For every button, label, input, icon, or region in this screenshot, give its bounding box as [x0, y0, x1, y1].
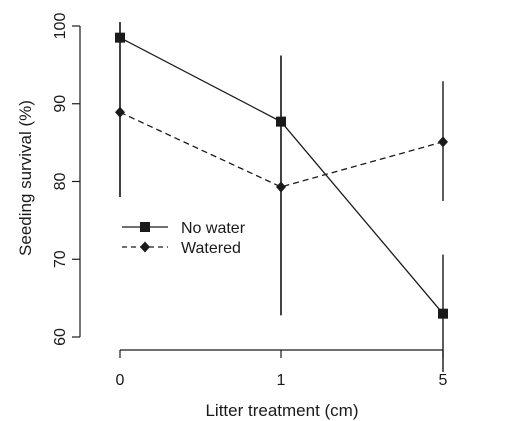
data-point-no-water — [115, 32, 125, 43]
y-tick-label: 70 — [52, 250, 69, 268]
error-bars — [119, 22, 444, 372]
legend-label: No water — [181, 220, 246, 237]
data-markers — [115, 32, 448, 319]
data-point-watered — [276, 181, 286, 193]
legend: No water Watered — [122, 220, 246, 257]
legend-marker — [140, 241, 150, 253]
axes: 60 70 80 90 100 0 1 5 — [52, 13, 448, 389]
y-tick-label: 60 — [52, 328, 69, 346]
legend-label: Watered — [181, 240, 241, 257]
data-point-watered — [115, 106, 125, 118]
y-tick-label: 100 — [52, 13, 69, 40]
y-tick-label: 80 — [52, 173, 69, 191]
x-tick-label: 1 — [277, 372, 286, 389]
legend-marker — [140, 222, 150, 232]
x-axis-title: Litter treatment (cm) — [205, 401, 358, 420]
data-point-no-water — [276, 116, 286, 127]
data-point-no-water — [438, 308, 448, 319]
x-tick-label: 5 — [439, 372, 448, 389]
data-point-watered — [438, 136, 448, 148]
x-tick-label: 0 — [116, 372, 125, 389]
y-axis-title: Seeding survival (%) — [16, 100, 35, 256]
y-tick-label: 90 — [52, 95, 69, 113]
